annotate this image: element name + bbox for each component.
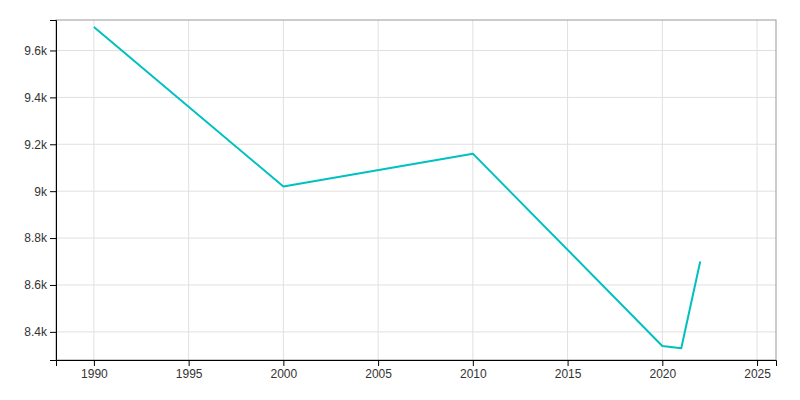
x-tick-mark — [283, 360, 284, 366]
x-tick-label: 2025 — [744, 367, 771, 381]
x-axis-line — [57, 361, 777, 367]
x-tick: 2010 — [460, 360, 487, 381]
x-axis: 1990 1995 2000 2005 2010 2015 2020 2025 — [57, 360, 777, 381]
x-tick-mark — [189, 360, 190, 366]
y-tick: 9.4k — [24, 91, 56, 105]
grid-line-y — [56, 238, 776, 239]
y-tick-label: 9k — [34, 185, 48, 199]
grid-line-x — [567, 20, 568, 360]
y-tick-label: 9.4k — [24, 91, 48, 105]
x-tick-mark — [94, 360, 95, 366]
x-tick-mark — [473, 360, 474, 366]
grid-line-x — [757, 20, 758, 360]
y-tick: 8.4k — [24, 325, 56, 339]
grid-line-x — [662, 20, 663, 360]
x-tick: 2005 — [365, 360, 392, 381]
y-tick-label: 8.4k — [24, 325, 48, 339]
grid-line-x — [472, 20, 473, 360]
x-tick-label: 2000 — [271, 367, 298, 381]
grid-line-y — [56, 284, 776, 285]
marks — [94, 27, 700, 348]
x-tick-mark — [757, 360, 758, 366]
y-tick-label: 9.6k — [24, 44, 48, 58]
y-tick: 8.8k — [24, 231, 56, 245]
y-tick-mark — [50, 97, 56, 98]
x-tick: 2025 — [744, 360, 771, 381]
x-tick: 1995 — [176, 360, 203, 381]
grid — [56, 20, 776, 360]
y-tick-mark — [50, 144, 56, 145]
y-tick-label: 8.6k — [24, 278, 48, 292]
grid-line-x — [93, 20, 94, 360]
y-axis: 8.4k 8.6k 8.8k 9k 9.2k 9.4k 9.6k — [24, 21, 56, 361]
x-tick-label: 2005 — [365, 367, 392, 381]
y-tick-mark — [50, 332, 56, 333]
plot-frame — [56, 20, 776, 360]
data-line — [94, 27, 700, 348]
y-tick-label: 8.8k — [24, 231, 48, 245]
x-tick-mark — [662, 360, 663, 366]
grid-line-y — [56, 50, 776, 51]
y-tick: 9k — [34, 185, 56, 199]
grid-line-y — [56, 191, 776, 192]
x-tick-label: 2010 — [460, 367, 487, 381]
plot-area: 1990 1995 2000 2005 2010 2015 2020 2025 8.4k 8.6k… — [24, 20, 776, 381]
grid-line-x — [283, 20, 284, 360]
grid-line-y — [56, 144, 776, 145]
x-tick-label: 2020 — [649, 367, 676, 381]
y-axis-line — [50, 21, 57, 361]
y-tick-mark — [50, 285, 56, 286]
x-tick-label: 1990 — [81, 367, 108, 381]
y-tick: 8.6k — [24, 278, 56, 292]
x-tick-mark — [378, 360, 379, 366]
grid-line-y — [56, 97, 776, 98]
y-tick-label: 9.2k — [24, 138, 48, 152]
x-tick-label: 2015 — [555, 367, 582, 381]
x-tick: 2020 — [649, 360, 676, 381]
x-tick: 2015 — [555, 360, 582, 381]
y-tick-mark — [50, 238, 56, 239]
x-tick: 1990 — [81, 360, 108, 381]
y-tick: 9.6k — [24, 44, 56, 58]
y-tick-mark — [50, 50, 56, 51]
y-tick: 9.2k — [24, 138, 56, 152]
grid-line-x — [378, 20, 379, 360]
x-tick: 2000 — [271, 360, 298, 381]
chart: 1990 1995 2000 2005 2010 2015 2020 2025 8.4k 8.6k… — [0, 0, 800, 400]
y-tick-mark — [50, 191, 56, 192]
x-tick-mark — [568, 360, 569, 366]
grid-line-y — [56, 331, 776, 332]
grid-line-x — [188, 20, 189, 360]
x-tick-label: 1995 — [176, 367, 203, 381]
